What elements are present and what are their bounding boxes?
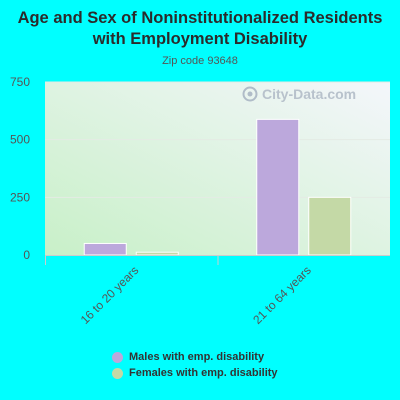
- chart-title: Age and Sex of Noninstitutionalized Resi…: [17, 9, 383, 48]
- y-tick-label: 750: [10, 75, 30, 89]
- legend-swatch-males: [112, 351, 123, 363]
- y-tick-label: 250: [10, 190, 30, 204]
- legend-item-males: Males with emp. disability: [112, 349, 278, 365]
- x-tick-label: 21 to 64 years: [250, 263, 314, 327]
- x-tick-label: 16 to 20 years: [78, 263, 142, 327]
- legend-label-males: Males with emp. disability: [129, 351, 265, 363]
- legend-item-females: Females with emp. disability: [112, 365, 278, 381]
- legend-label-females: Females with emp. disability: [129, 367, 278, 379]
- y-tick-label: 500: [10, 133, 30, 147]
- legend-swatch-females: [112, 367, 123, 379]
- bar-males-1[interactable]: [256, 118, 300, 256]
- chart-subtitle: Zip code 93648: [162, 55, 238, 67]
- chart-legend: Males with emp. disability Females with …: [112, 349, 278, 381]
- bar-females-0[interactable]: [135, 251, 179, 256]
- bar-females-1[interactable]: [308, 196, 352, 256]
- y-tick-label: 0: [23, 248, 30, 262]
- watermark-text: City-Data.com: [262, 86, 356, 102]
- watermark: City-Data.com: [242, 86, 356, 102]
- bar-males-0[interactable]: [83, 242, 127, 256]
